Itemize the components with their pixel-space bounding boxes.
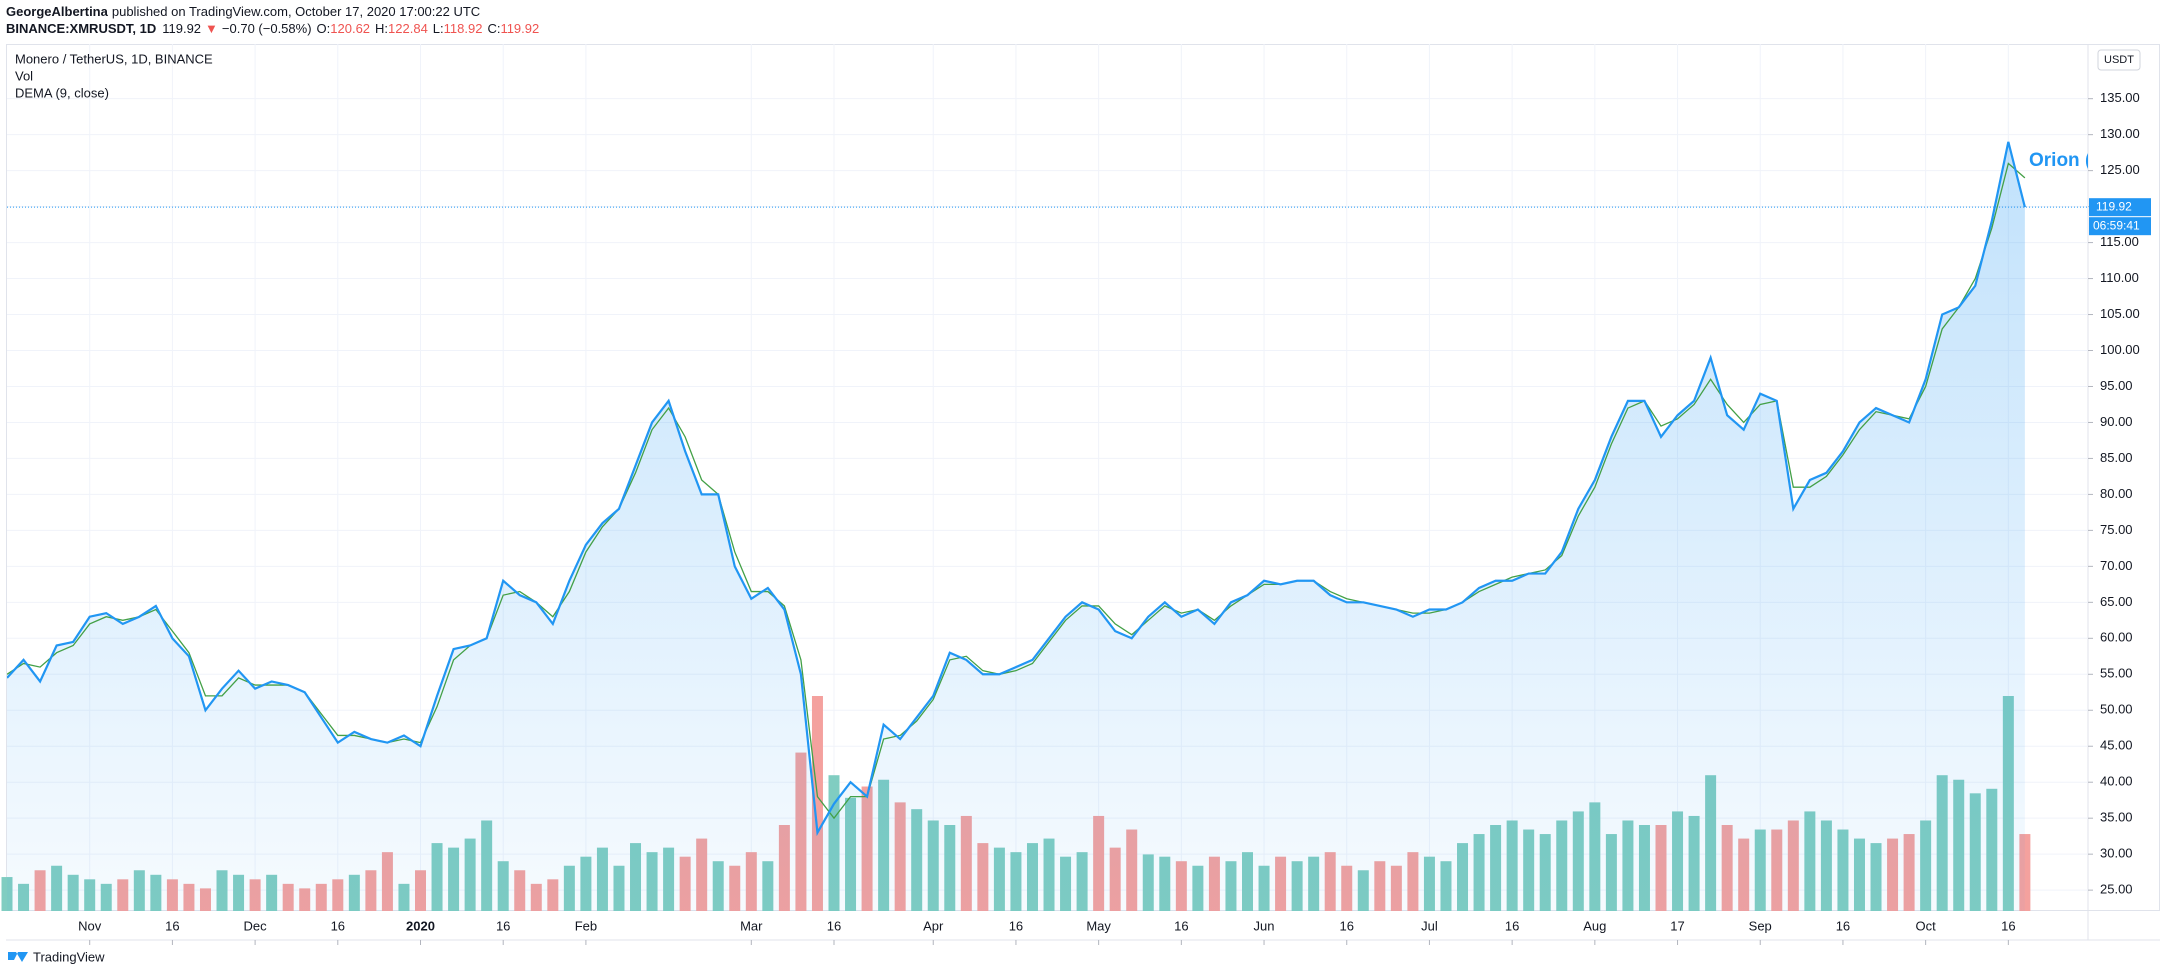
x-tick-label: 2020 (406, 918, 435, 933)
y-tick-label: 85.00 (2100, 450, 2133, 465)
price-badge (2089, 198, 2151, 217)
y-tick-label: 130.00 (2100, 126, 2140, 141)
last-price: 119.92 (162, 21, 201, 36)
y-tick-label: 50.00 (2100, 702, 2133, 717)
y-tick-label: 75.00 (2100, 522, 2133, 537)
y-tick-label: 90.00 (2100, 414, 2133, 429)
plot: Orion ( (7, 141, 2092, 911)
x-tick-label: Jun (1254, 918, 1275, 933)
x-tick-label: Aug (1583, 918, 1606, 933)
x-tick-label: Dec (244, 918, 268, 933)
open-value: 120.62 (330, 21, 370, 36)
x-tick-label: Nov (78, 918, 102, 933)
price-line (7, 141, 2026, 837)
x-tick-label: Sep (1749, 918, 1772, 933)
legend-main: Monero / TetherUS, 1D, BINANCE (15, 51, 213, 66)
close-label: C: (487, 21, 500, 36)
change: −0.70 (−0.58%) (222, 21, 312, 36)
low-label: L: (433, 21, 444, 36)
y-tick-label: 125.00 (2100, 162, 2140, 177)
open-label: O: (317, 21, 331, 36)
brand[interactable]: TradingView (33, 949, 105, 964)
x-tick-label: Apr (923, 918, 944, 933)
x-tick-label: Jul (1421, 918, 1438, 933)
y-tick-label: 115.00 (2100, 234, 2139, 249)
x-tick-label: 16 (1505, 918, 1519, 933)
x-tick-label: 17 (1670, 918, 1684, 933)
x-tick-label: 16 (1009, 918, 1023, 933)
dema-line (7, 162, 2026, 820)
y-tick-label: 45.00 (2100, 738, 2133, 753)
y-tick-label: 65.00 (2100, 594, 2133, 609)
y-tick-label: 60.00 (2100, 630, 2133, 645)
y-tick-label: 70.00 (2100, 558, 2133, 573)
x-tick-label: Feb (575, 918, 597, 933)
x-tick-label: Oct (1916, 918, 1937, 933)
published: published on TradingView.com, October 17… (112, 4, 480, 19)
legend-vol: Vol (15, 68, 33, 83)
x-tick-label: 16 (2001, 918, 2015, 933)
currency-badge[interactable] (2097, 49, 2141, 71)
x-tick-label: 16 (165, 918, 179, 933)
x-tick-label: 16 (331, 918, 345, 933)
price-badge-label: 119.92 (2096, 199, 2132, 213)
y-tick-label: 105.00 (2100, 306, 2140, 321)
y-tick-label: 30.00 (2100, 846, 2133, 861)
x-tick-label: 16 (1340, 918, 1354, 933)
high-value: 122.84 (388, 21, 428, 36)
volume-bar (811, 696, 823, 911)
change-arrow: ▼ (205, 21, 218, 36)
y-tick-label: 55.00 (2100, 666, 2133, 681)
x-tick-label: 16 (496, 918, 510, 933)
y-tick-label: 100.00 (2100, 342, 2140, 357)
legend-dema: DEMA (9, close) (15, 85, 109, 100)
y-tick-label: 25.00 (2100, 882, 2133, 897)
high-label: H: (375, 21, 388, 36)
countdown: 06:59:41 (2093, 218, 2140, 232)
close-value: 119.92 (500, 21, 539, 36)
y-tick-label: 80.00 (2100, 486, 2133, 501)
low-value: 118.92 (444, 21, 483, 36)
author: GeorgeAlbertina (6, 4, 109, 19)
y-tick-label: 95.00 (2100, 378, 2133, 393)
x-tick-label: 16 (1174, 918, 1188, 933)
x-tick-label: 16 (1836, 918, 1850, 933)
price-area (7, 141, 2025, 911)
x-tick-label: May (1086, 918, 1111, 933)
currency: USDT (2104, 54, 2134, 66)
x-tick-label: Mar (740, 918, 763, 933)
symbol: BINANCE:XMRUSDT, 1D (6, 21, 156, 36)
y-tick-label: 35.00 (2100, 810, 2133, 825)
axes: 25.00 30.00 35.00 40.00 45.00 50.00 55.00 60.00… (78, 90, 2151, 945)
x-tick-label: 16 (827, 918, 841, 933)
countdown-badge (2089, 217, 2151, 236)
header-line-1: GeorgeAlbertina published on TradingView.… (6, 4, 480, 19)
y-tick-label: 40.00 (2100, 774, 2133, 789)
brand-logo (8, 952, 28, 962)
y-tick-label: 135.00 (2100, 90, 2140, 105)
y-tick-label: 110.00 (2100, 270, 2139, 285)
header-line-2: BINANCE:XMRUSDT, 1D 119.92 ▼ −0.70 (−0.58%)… (6, 21, 539, 36)
annotation: Orion ( (2029, 150, 2092, 171)
